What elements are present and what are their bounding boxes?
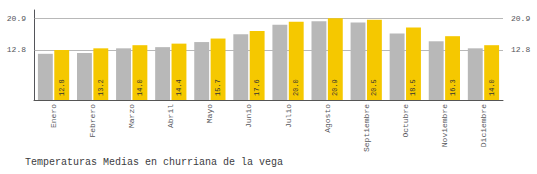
svg-text:20.9: 20.9	[7, 14, 26, 23]
svg-text:16.3: 16.3	[449, 79, 457, 96]
svg-text:Marzo: Marzo	[127, 104, 136, 128]
svg-text:Enero: Enero	[49, 104, 58, 128]
svg-text:Julio: Julio	[284, 104, 293, 128]
svg-text:12.8: 12.8	[58, 79, 66, 96]
svg-text:Agosto: Agosto	[323, 104, 332, 133]
svg-text:20.9: 20.9	[331, 79, 339, 96]
svg-text:20.0: 20.0	[292, 79, 300, 96]
svg-text:Mayo: Mayo	[205, 104, 214, 123]
svg-text:Noviembre: Noviembre	[440, 104, 449, 147]
svg-text:Octubre: Octubre	[401, 104, 410, 138]
svg-text:Temperaturas Medias en churria: Temperaturas Medias en churriana de la v…	[25, 157, 283, 168]
svg-text:Febrero: Febrero	[88, 104, 97, 138]
svg-text:Diciembre: Diciembre	[479, 104, 488, 147]
svg-text:17.6: 17.6	[253, 79, 261, 96]
svg-text:Septiembre: Septiembre	[362, 104, 371, 152]
svg-text:12.8: 12.8	[7, 45, 26, 54]
svg-text:18.5: 18.5	[409, 79, 417, 96]
svg-text:14.0: 14.0	[136, 79, 144, 96]
svg-text:15.7: 15.7	[214, 79, 222, 96]
svg-text:14.4: 14.4	[175, 79, 183, 96]
svg-text:20.5: 20.5	[370, 79, 378, 96]
svg-text:20.9: 20.9	[511, 14, 530, 23]
svg-text:12.8: 12.8	[511, 45, 530, 54]
svg-text:Junio: Junio	[244, 104, 253, 128]
svg-text:14.0: 14.0	[488, 79, 496, 96]
svg-text:13.2: 13.2	[97, 79, 105, 96]
svg-text:Abril: Abril	[166, 104, 175, 128]
